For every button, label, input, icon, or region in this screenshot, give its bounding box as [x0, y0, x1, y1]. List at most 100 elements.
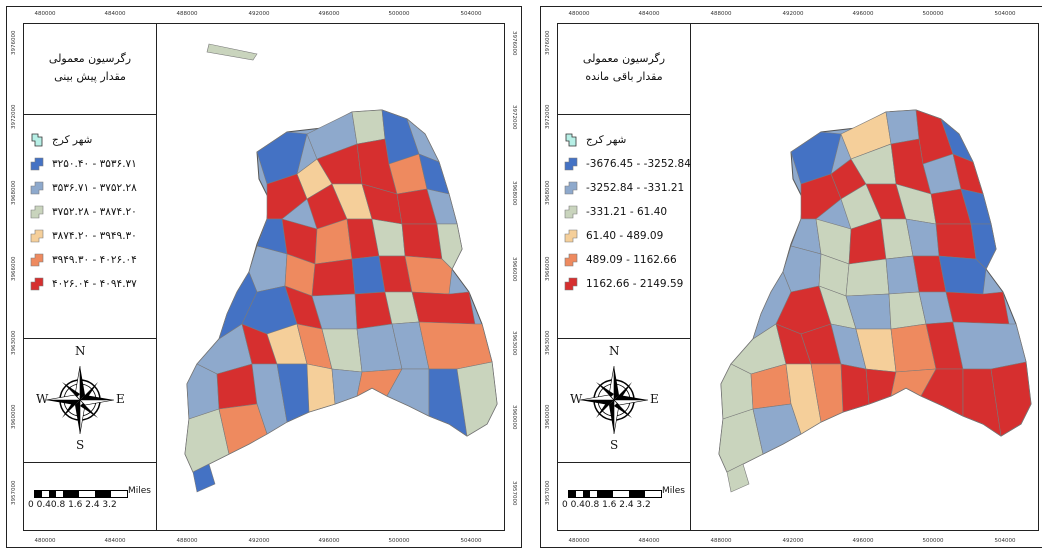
legend-item: ۴۰۲۶.۰۴ - ۴۰۹۴.۳۷	[30, 272, 152, 296]
legend-item-city: شهر کرج	[564, 128, 686, 152]
x-tick: 484000	[638, 538, 660, 544]
map-polygon	[845, 258, 890, 297]
y-tick: 3966000	[511, 257, 517, 282]
legend-swatch-icon	[564, 229, 578, 243]
map-title-line2: مقدار باقی مانده	[585, 70, 663, 83]
map-polygon	[218, 403, 268, 455]
x-tick: 504000	[994, 11, 1016, 17]
map-polygon	[411, 291, 476, 325]
legend: شهر کرج ۳۲۵۰.۴۰ - ۳۵۳۶.۷۱ ۳۵۳۶.۷۱ - ۳۷۵۲…	[24, 114, 156, 339]
legend-label: ۳۲۵۰.۴۰ - ۳۵۳۶.۷۱	[52, 158, 137, 170]
map-title: رگرسیون معمولی مقدار باقی مانده	[558, 50, 690, 86]
y-tick: 3968000	[545, 180, 551, 206]
map-polygon	[726, 463, 750, 493]
y-tick: 3968000	[511, 181, 517, 206]
map-polygon	[962, 368, 1002, 437]
y-tick: 3976000	[545, 30, 551, 56]
y-tick: 3966000	[11, 256, 17, 282]
map-polygon	[251, 363, 288, 435]
legend-item: -3676.45 - -3252.84	[564, 152, 691, 176]
map-polygon	[436, 223, 463, 270]
y-tick: 3960000	[545, 404, 551, 430]
map-polygon	[306, 363, 336, 413]
x-tick: 488000	[176, 538, 198, 544]
map-polygon	[351, 109, 386, 145]
x-tick: 504000	[994, 538, 1016, 544]
map-polygon	[564, 229, 578, 243]
map-polygon	[266, 173, 308, 220]
x-tick: 480000	[568, 538, 590, 544]
legend-item: ۳۹۴۹.۳۰ - ۴۰۲۶.۰۴	[30, 248, 152, 272]
legend-swatch-icon	[30, 229, 44, 243]
map-polygon	[30, 157, 44, 171]
west-label: W	[36, 392, 49, 406]
legend-swatch-icon	[564, 157, 578, 171]
legend-item: 489.09 - 1162.66	[564, 248, 686, 272]
map-polygon	[206, 43, 258, 61]
x-tick: 504000	[460, 11, 482, 17]
map-polygon	[800, 173, 842, 220]
x-tick: 488000	[710, 538, 732, 544]
y-tick: 3972000	[511, 105, 517, 130]
map-panel-predicted: 480000 484000 488000 492000 496000 50000…	[6, 6, 522, 548]
legend-swatch-icon	[30, 277, 44, 291]
legend-label: ۴۰۲۶.۰۴ - ۴۰۹۴.۳۷	[52, 278, 137, 290]
legend-item: ۳۵۳۶.۷۱ - ۳۷۵۲.۲۸	[30, 176, 152, 200]
scale-numbers: 0 0.40.8 1.6 2.4 3.2	[28, 500, 117, 510]
y-tick: 3968000	[11, 180, 17, 206]
x-tick: 484000	[638, 11, 660, 17]
map-polygon	[782, 245, 822, 293]
scale-bar-box: Miles 0 0.40.8 1.6 2.4 3.2	[558, 462, 690, 530]
legend-label: ۳۷۵۲.۲۸ - ۳۸۷۴.۲۰	[52, 206, 137, 218]
map-polygon	[331, 368, 363, 405]
x-tick: 492000	[782, 11, 804, 17]
legend-label: -331.21 - 61.40	[586, 206, 668, 218]
legend-swatch-icon	[564, 253, 578, 267]
map-polygon	[790, 131, 842, 185]
map-polygon	[30, 277, 44, 291]
south-label: S	[76, 438, 85, 452]
x-tick: 492000	[248, 538, 270, 544]
map-polygon	[920, 368, 964, 417]
x-tick: 480000	[34, 538, 56, 544]
map-title-box: رگرسیون معمولی مقدار باقی مانده	[558, 24, 690, 115]
legend-label: ۳۸۷۴.۲۰ - ۳۹۴۹.۳۰	[52, 230, 137, 242]
west-label: W	[570, 392, 583, 406]
city-symbol-icon	[564, 133, 578, 147]
x-tick: 480000	[568, 11, 590, 17]
north-arrow-box: N E W S	[558, 338, 690, 463]
x-tick: 496000	[318, 538, 340, 544]
north-arrow-box: N E W S	[24, 338, 156, 463]
legend-item: ۳۲۵۰.۴۰ - ۳۵۳۶.۷۱	[30, 152, 152, 176]
map-polygon	[311, 258, 356, 297]
y-tick: 3963000	[511, 331, 517, 356]
x-tick: 484000	[104, 538, 126, 544]
legend-item-city: شهر کرج	[30, 128, 152, 152]
y-tick: 3976000	[11, 30, 17, 56]
map-polygon	[30, 229, 44, 243]
map-polygon	[192, 463, 216, 493]
x-tick: 500000	[922, 538, 944, 544]
map-polygon	[990, 361, 1032, 437]
compass-rose-icon	[45, 365, 115, 435]
map-polygon	[885, 109, 920, 145]
map-inner-frame: رگرسیون معمولی مقدار پیش بینی شهر کرج ۳۲…	[23, 23, 505, 531]
x-tick: 484000	[104, 11, 126, 17]
map-polygon	[428, 368, 468, 437]
y-tick: 3963000	[545, 330, 551, 356]
legend-swatch-icon	[564, 277, 578, 291]
legend-swatch-icon	[30, 157, 44, 171]
map-polygon	[30, 253, 44, 267]
legend-label: ۳۵۳۶.۷۱ - ۳۷۵۲.۲۸	[52, 182, 137, 194]
y-tick: 3957000	[11, 480, 17, 506]
legend-label: 61.40 - 489.09	[586, 230, 664, 242]
y-tick: 3957000	[545, 480, 551, 506]
legend-label: شهر کرج	[52, 134, 93, 146]
map-title-box: رگرسیون معمولی مقدار پیش بینی	[24, 24, 156, 115]
y-tick: 3960000	[11, 404, 17, 430]
y-tick: 3963000	[11, 330, 17, 356]
legend-label: شهر کرج	[586, 134, 627, 146]
map-polygon	[945, 291, 1010, 325]
legend-item: ۳۸۷۴.۲۰ - ۳۹۴۹.۳۰	[30, 224, 152, 248]
x-tick: 496000	[318, 11, 340, 17]
